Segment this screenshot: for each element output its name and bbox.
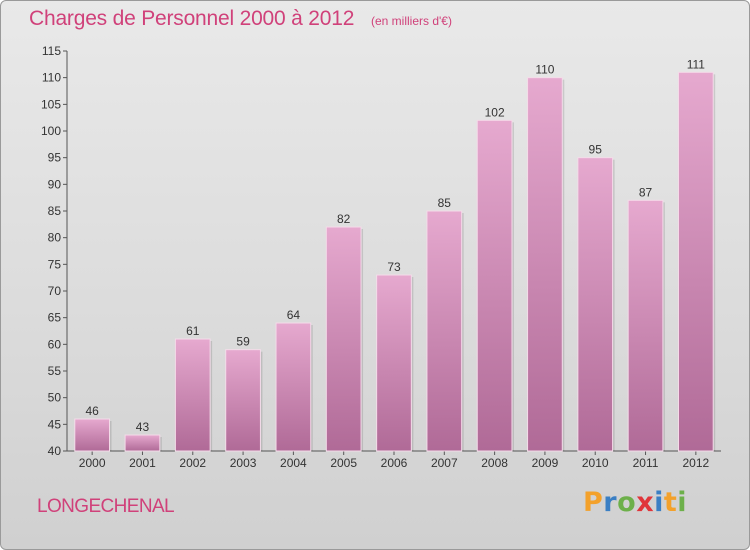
- data-labels: 46 43 61 59 64 82 73 85 102 110 95 87 111: [85, 57, 705, 434]
- x-tick-label: 2006: [381, 456, 408, 470]
- data-label-2007: 85: [438, 196, 452, 210]
- bar-2011: [627, 199, 664, 452]
- y-tick-label: 40: [48, 444, 62, 458]
- logo-letter: i: [677, 487, 688, 518]
- bar-2009: [527, 77, 563, 452]
- x-tick-label: 2011: [633, 456, 659, 470]
- x-tick-label: 2000: [79, 456, 106, 470]
- y-tick-label: 70: [48, 284, 62, 298]
- x-tick-label: 2003: [230, 456, 257, 470]
- bar-2001: [124, 434, 161, 452]
- data-label-2002: 61: [186, 324, 200, 338]
- logo-letter: i: [654, 487, 664, 518]
- x-tick-label: 2012: [682, 456, 709, 470]
- y-tick-label: 65: [48, 311, 62, 325]
- logo-letter: P: [583, 487, 604, 518]
- y-tick-label: 95: [48, 151, 62, 165]
- y-tick-label: 75: [48, 257, 62, 271]
- bar-2012: [677, 71, 714, 452]
- chart-title: Charges de Personnel 2000 à 2012: [29, 7, 355, 30]
- bar-2007: [426, 210, 463, 452]
- bar-2005: [325, 226, 362, 452]
- data-label-2000: 46: [85, 404, 99, 418]
- data-label-2012: 111: [687, 57, 706, 71]
- data-label-2010: 95: [589, 143, 603, 157]
- bar-2000: [74, 418, 111, 452]
- data-label-2008: 102: [485, 105, 505, 119]
- data-label-2006: 73: [387, 260, 401, 274]
- y-tick-label: 60: [48, 337, 62, 351]
- y-tick-label: 110: [42, 71, 61, 85]
- bar-2004: [275, 322, 312, 452]
- x-tick-label: 2001: [129, 456, 156, 470]
- x-tick-label: 2002: [179, 456, 206, 470]
- bar-2008: [476, 119, 513, 452]
- x-tick-label: 2005: [330, 456, 357, 470]
- logo-letter: r: [603, 487, 618, 518]
- y-tick-label: 100: [41, 124, 61, 138]
- commune-name: LONGECHENAL: [37, 496, 175, 517]
- logo-letter: x: [636, 487, 655, 518]
- y-axis: 40 45 50 55 60 65 70 75 80 85 90 95 100 105 110 115: [41, 44, 68, 458]
- logo-letter: t: [663, 487, 678, 518]
- data-label-2004: 64: [287, 308, 301, 322]
- x-tick-label: 2007: [431, 456, 458, 470]
- y-tick-label: 105: [41, 97, 61, 111]
- data-label-2001: 43: [136, 420, 150, 434]
- bar-2003: [225, 349, 261, 452]
- data-label-2011: 87: [639, 185, 653, 199]
- bar-2002: [174, 338, 211, 452]
- y-tick-label: 90: [48, 177, 62, 191]
- x-tick-label: 2009: [532, 456, 559, 470]
- data-label-2005: 82: [337, 212, 351, 226]
- x-tick-label: 2004: [280, 456, 307, 470]
- data-label-2003: 59: [236, 335, 250, 349]
- y-tick-label: 80: [48, 231, 62, 245]
- x-tick-label: 2010: [582, 456, 609, 470]
- x-axis: 2000 2001 2002 2003 2004 2005 2006 2007 2008 2009…: [67, 450, 721, 470]
- bars: [74, 71, 716, 452]
- y-tick-label: 55: [48, 364, 62, 378]
- bar-2010: [577, 157, 614, 452]
- bar-2006: [376, 274, 412, 452]
- logo-letter: o: [617, 487, 637, 518]
- x-tick-label: 2008: [481, 456, 508, 470]
- data-label-2009: 110: [535, 63, 554, 77]
- y-tick-label: 85: [48, 204, 62, 218]
- y-tick-label: 45: [48, 417, 62, 431]
- chart-unit: (en milliers d'€): [371, 14, 452, 28]
- y-tick-label: 115: [42, 44, 61, 58]
- proxiti-logo: Proxiti: [583, 487, 687, 518]
- y-tick-label: 50: [48, 391, 62, 405]
